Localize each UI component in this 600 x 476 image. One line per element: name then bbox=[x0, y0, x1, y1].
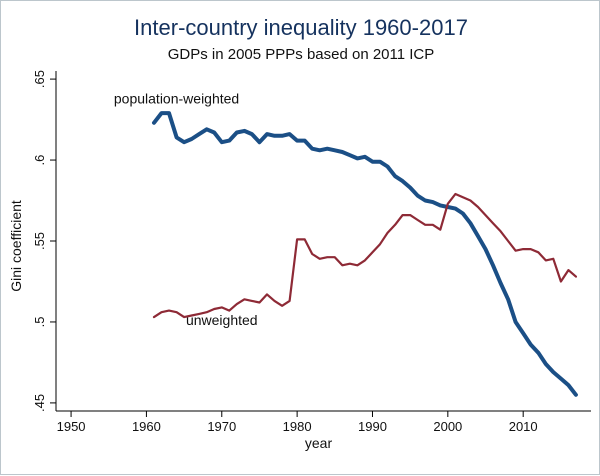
x-tick-label: 1980 bbox=[283, 419, 312, 434]
x-tick-label: 2000 bbox=[433, 419, 462, 434]
series-line-unweighted bbox=[152, 192, 578, 319]
x-tick-label: 1960 bbox=[132, 419, 161, 434]
y-tick-label: .5 bbox=[32, 317, 47, 328]
x-tick-label: 1950 bbox=[57, 419, 86, 434]
y-axis-title: Gini coefficient bbox=[8, 200, 24, 292]
x-tick-label: 1970 bbox=[207, 419, 236, 434]
y-tick-label: .45 bbox=[32, 394, 47, 412]
chart-title: Inter-country inequality 1960-2017 bbox=[134, 15, 468, 40]
series-line-population-weighted bbox=[152, 111, 578, 397]
y-tick-label: .6 bbox=[32, 155, 47, 166]
annotation-population-weighted: population-weighted bbox=[114, 90, 239, 106]
annotation-unweighted: unweighted bbox=[186, 312, 258, 328]
y-tick-label: .55 bbox=[32, 232, 47, 250]
y-tick-label: .65 bbox=[32, 70, 47, 88]
x-axis-title: year bbox=[305, 435, 333, 451]
chart-subtitle: GDPs in 2005 PPPs based on 2011 ICP bbox=[167, 46, 435, 63]
x-tick-label: 1990 bbox=[358, 419, 387, 434]
x-tick-label: 2010 bbox=[509, 419, 538, 434]
